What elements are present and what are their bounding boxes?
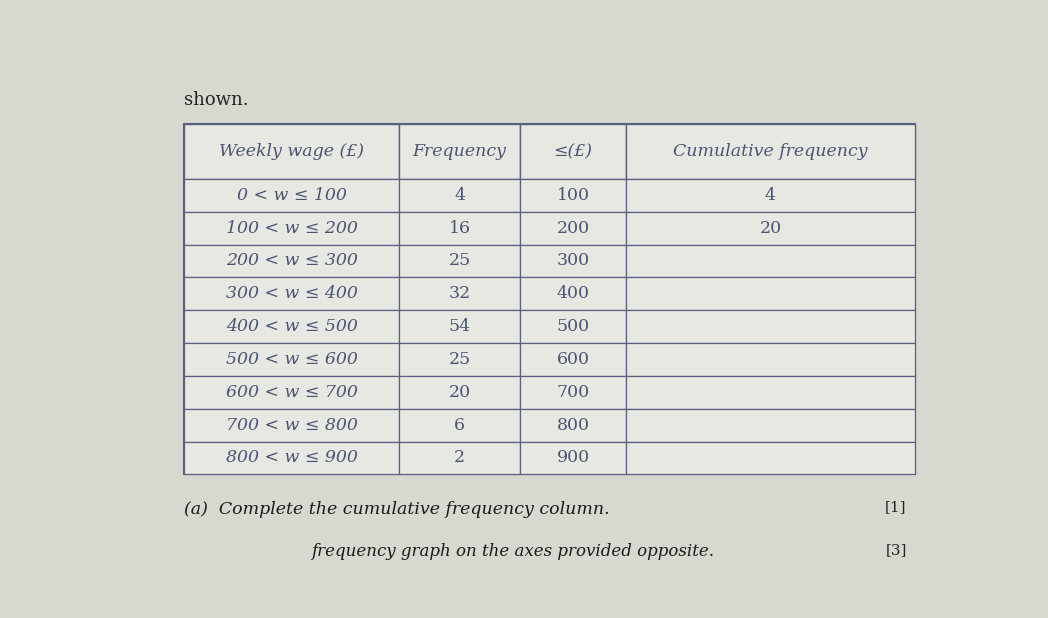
Text: shown.: shown. <box>183 91 248 109</box>
Bar <box>520 245 626 277</box>
Bar <box>399 179 520 212</box>
Bar <box>520 376 626 408</box>
Text: 100 < w ≤ 200: 100 < w ≤ 200 <box>225 219 357 237</box>
Text: Cumulative frequency: Cumulative frequency <box>673 143 868 160</box>
Bar <box>183 408 399 441</box>
Text: 400 < w ≤ 500: 400 < w ≤ 500 <box>225 318 357 335</box>
Text: 800: 800 <box>556 417 590 434</box>
Bar <box>183 441 399 475</box>
Bar <box>399 441 520 475</box>
Bar <box>183 245 399 277</box>
Text: 32: 32 <box>449 286 471 302</box>
Bar <box>520 124 626 179</box>
Text: 700: 700 <box>556 384 590 400</box>
Bar <box>183 343 399 376</box>
Text: frequency graph on the axes provided opposite.: frequency graph on the axes provided opp… <box>311 543 715 561</box>
Bar <box>520 277 626 310</box>
Bar <box>399 124 520 179</box>
Bar <box>626 343 915 376</box>
Bar <box>399 277 520 310</box>
Text: 4: 4 <box>454 187 465 204</box>
Bar <box>399 376 520 408</box>
Text: [1]: [1] <box>886 501 907 515</box>
Text: 400: 400 <box>556 286 590 302</box>
Text: 0 < w ≤ 100: 0 < w ≤ 100 <box>237 187 347 204</box>
Bar <box>399 408 520 441</box>
Text: 300 < w ≤ 400: 300 < w ≤ 400 <box>225 286 357 302</box>
Text: 20: 20 <box>449 384 471 400</box>
Bar <box>626 179 915 212</box>
Text: 700 < w ≤ 800: 700 < w ≤ 800 <box>225 417 357 434</box>
Bar <box>399 310 520 343</box>
Bar <box>626 277 915 310</box>
Bar <box>626 124 915 179</box>
Text: 200: 200 <box>556 219 590 237</box>
Text: 25: 25 <box>449 252 471 269</box>
Text: 6: 6 <box>454 417 465 434</box>
Text: 4: 4 <box>765 187 776 204</box>
Text: (a)  Complete the cumulative frequency column.: (a) Complete the cumulative frequency co… <box>183 501 610 517</box>
Text: Frequency: Frequency <box>413 143 507 160</box>
Bar <box>626 245 915 277</box>
Text: [3]: [3] <box>886 543 907 557</box>
Text: 100: 100 <box>556 187 590 204</box>
Text: 16: 16 <box>449 219 471 237</box>
Text: ≤(£): ≤(£) <box>553 143 592 160</box>
Bar <box>183 212 399 245</box>
Text: 25: 25 <box>449 351 471 368</box>
Bar <box>520 343 626 376</box>
Text: Weekly wage (£): Weekly wage (£) <box>219 143 364 160</box>
Bar <box>399 212 520 245</box>
Bar <box>626 212 915 245</box>
Bar <box>626 441 915 475</box>
Bar <box>399 245 520 277</box>
Text: 500: 500 <box>556 318 590 335</box>
Text: 200 < w ≤ 300: 200 < w ≤ 300 <box>225 252 357 269</box>
Text: 900: 900 <box>556 449 590 467</box>
Bar <box>520 441 626 475</box>
Bar <box>183 124 915 475</box>
Text: 600: 600 <box>556 351 590 368</box>
Text: 2: 2 <box>454 449 465 467</box>
Bar <box>399 343 520 376</box>
Bar <box>520 310 626 343</box>
Bar <box>626 376 915 408</box>
Bar <box>520 212 626 245</box>
Bar <box>183 376 399 408</box>
Text: 54: 54 <box>449 318 471 335</box>
Bar <box>626 408 915 441</box>
Bar <box>520 179 626 212</box>
Bar <box>520 408 626 441</box>
Bar <box>183 310 399 343</box>
Text: 800 < w ≤ 900: 800 < w ≤ 900 <box>225 449 357 467</box>
Text: 600 < w ≤ 700: 600 < w ≤ 700 <box>225 384 357 400</box>
Bar <box>626 310 915 343</box>
Text: 300: 300 <box>556 252 590 269</box>
Bar <box>183 124 399 179</box>
Text: 20: 20 <box>760 219 782 237</box>
Bar <box>183 277 399 310</box>
Bar <box>183 179 399 212</box>
Text: 500 < w ≤ 600: 500 < w ≤ 600 <box>225 351 357 368</box>
